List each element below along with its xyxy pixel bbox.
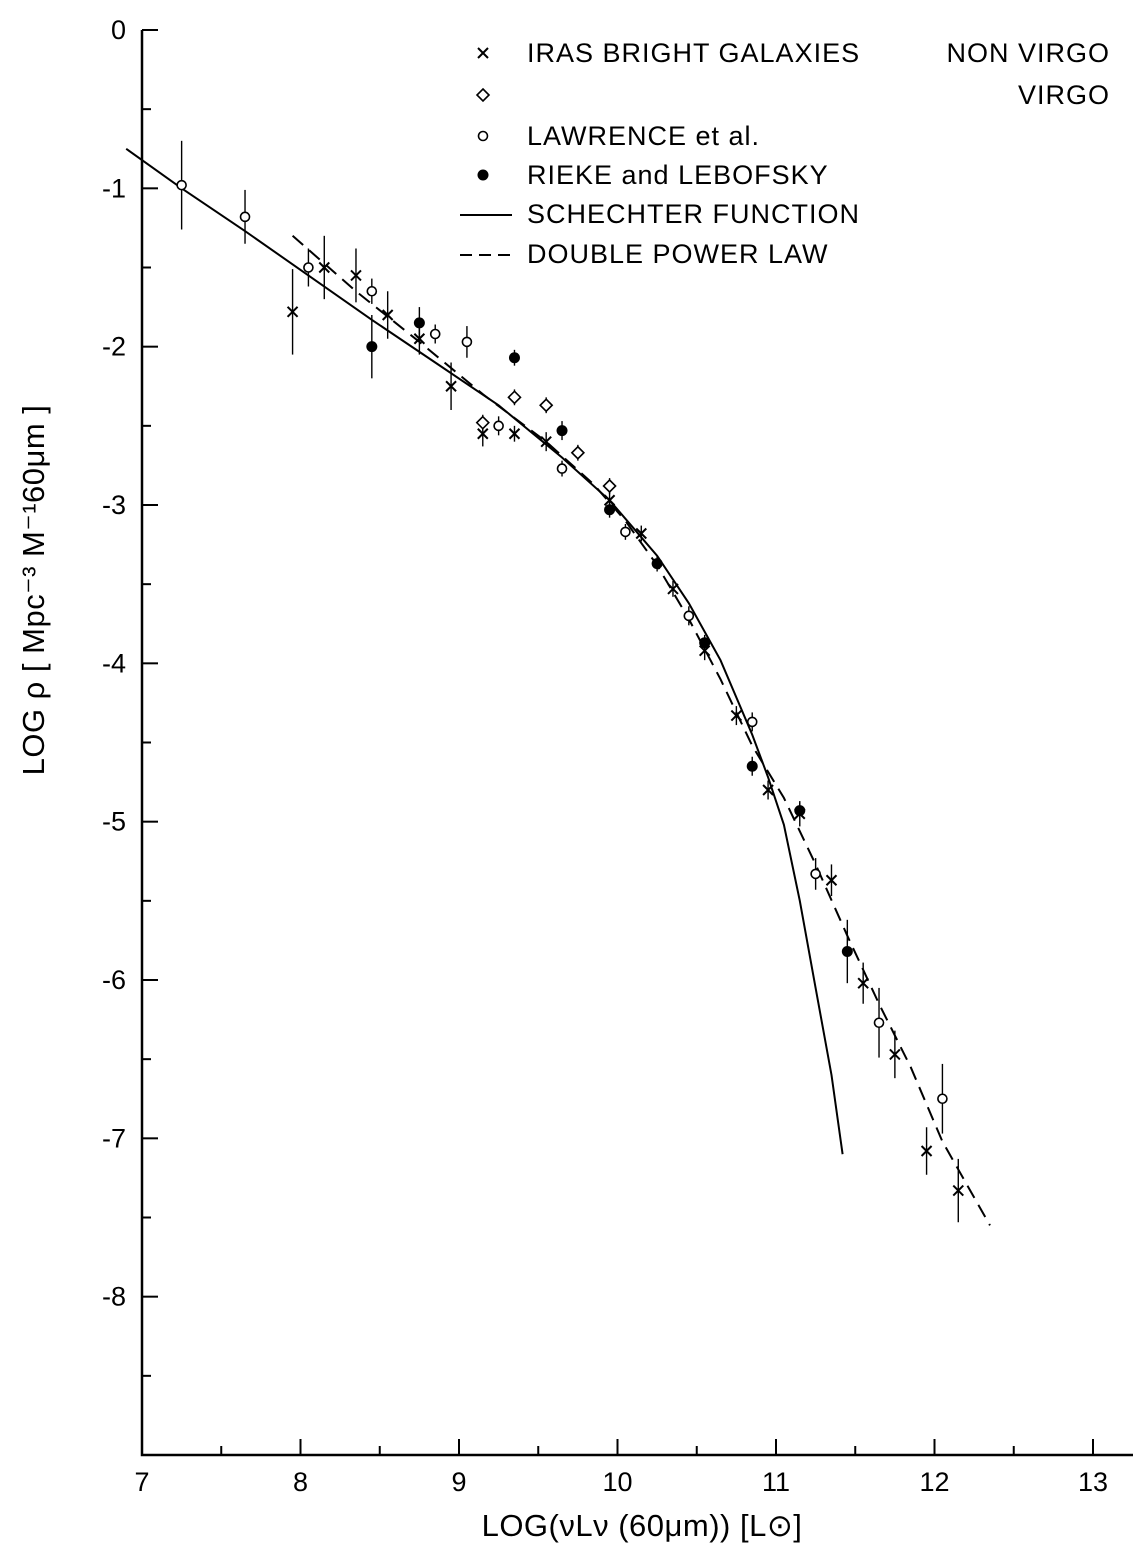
filled-circle-point [841,946,853,957]
cross-point [698,644,711,657]
cross-point [286,306,299,318]
y-axis-label: LOG ρ [ Mpc⁻³ M⁻¹60μm ] [16,405,51,776]
diamond-point [539,398,554,413]
legend-label: IRAS BRIGHT GALAXIES [527,38,860,68]
diamond-point [602,478,617,494]
open-circle-point [176,179,187,191]
legend-label: SCHECHTER FUNCTION [527,199,860,229]
diamond-point [570,445,586,460]
legend-cross-marker [477,47,489,59]
x-tick-label: 10 [602,1467,632,1497]
cross-point [825,874,838,886]
cross-point [508,428,521,440]
y-tick-label: -2 [102,332,126,362]
open-circle-point [429,328,441,340]
cross-point [635,527,647,540]
y-tick-label: -1 [102,173,126,203]
cross-point [889,1048,901,1061]
cross-point [920,1145,933,1157]
diamond-point [507,390,522,405]
y-tick-label: -5 [102,807,126,837]
cross-point [477,428,489,440]
legend: IRAS BRIGHT GALAXIES NON VIRGO VIRGO LAWREN… [460,38,1110,269]
legend-label: RIEKE and LEBOFSKY [527,160,829,190]
y-tick-label: -8 [102,1282,126,1312]
open-circle-point [461,336,473,348]
y-tick-label: -4 [102,648,126,678]
filled-circle-point [794,805,806,817]
cross-point [381,309,394,321]
cross-point [730,709,743,722]
legend-label: LAWRENCE et al. [527,121,760,151]
cross-point [762,784,774,796]
x-tick-label: 13 [1078,1467,1108,1497]
x-tick-label: 12 [919,1467,949,1497]
x-tick-label: 11 [762,1467,790,1497]
double-power-law-curve [291,235,991,1226]
open-circle-point [810,868,821,880]
axes: 7 8 9 10 11 12 13 0 -1 -2 -3 -4 -5 -6 -7 -8 [102,15,1133,1497]
open-circle-point [556,463,568,474]
x-tick-label: 8 [293,1467,308,1497]
curves [125,147,991,1226]
legend-label: DOUBLE POWER LAW [527,239,829,269]
open-circle-point [683,610,695,622]
open-circle-point [239,211,251,223]
filled-circle-point [699,637,711,649]
y-tick-label: 0 [111,15,126,45]
x-axis-label: LOG(νLν (60μm)) [L⊙] [482,1508,803,1543]
legend-note: VIRGO [1018,80,1110,110]
cross-point [350,269,362,282]
open-circle-point [873,1017,885,1029]
legend-filled-circle-marker [477,169,489,181]
legend-diamond-marker [475,87,491,103]
y-tick-label: -7 [102,1123,126,1153]
cross-point [603,494,616,506]
open-circle-point [620,526,631,538]
cross-point [540,435,552,448]
legend-note: NON VIRGO [946,38,1110,68]
filled-circle-point [651,558,663,570]
filled-circle-point [556,425,568,437]
open-circle-point [937,1093,948,1105]
diamond-point [475,415,490,430]
filled-circle-point [604,504,616,516]
open-circle-point [493,420,504,432]
cross-point [445,380,457,392]
open-circle-point [366,285,378,297]
data-points [176,140,964,1223]
filled-circle-point [508,352,520,364]
open-circle-point [303,262,314,273]
filled-circle-point [746,760,758,772]
cross-point [318,261,330,274]
filled-circle-point [413,317,425,329]
cross-point [857,977,869,989]
cross-point [952,1184,964,1197]
y-tick-label: -3 [102,490,126,520]
schechter-function-curve [125,147,844,1155]
legend-open-circle-marker [477,130,489,142]
open-circle-point [746,716,758,728]
x-tick-label: 7 [134,1467,149,1497]
y-tick-label: -6 [102,965,126,995]
cross-point [667,583,679,595]
filled-circle-point [366,341,378,353]
x-tick-label: 9 [451,1467,466,1497]
